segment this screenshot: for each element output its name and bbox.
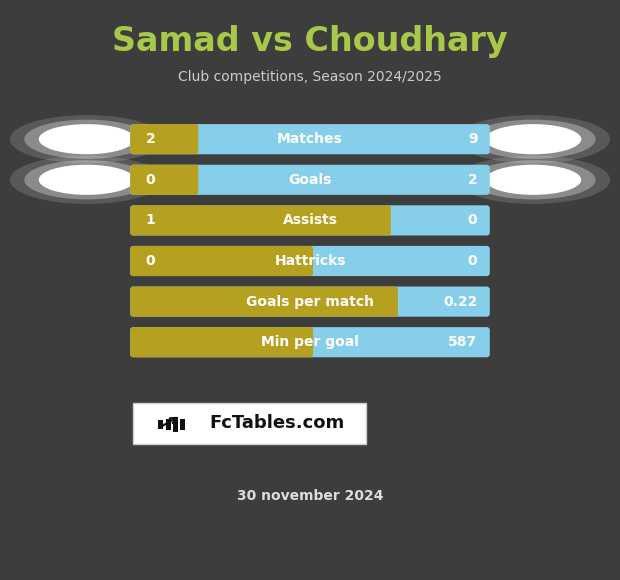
Text: Matches: Matches [277, 132, 343, 146]
FancyBboxPatch shape [158, 420, 163, 429]
FancyBboxPatch shape [130, 246, 313, 276]
FancyBboxPatch shape [173, 418, 178, 432]
FancyBboxPatch shape [130, 124, 490, 154]
Text: Club competitions, Season 2024/2025: Club competitions, Season 2024/2025 [178, 70, 442, 84]
Text: 587: 587 [448, 335, 477, 349]
FancyBboxPatch shape [130, 205, 490, 235]
Ellipse shape [39, 165, 135, 195]
Text: Samad vs Choudhary: Samad vs Choudhary [112, 26, 508, 58]
Ellipse shape [39, 124, 135, 154]
Text: 0: 0 [146, 254, 156, 268]
Text: 0: 0 [146, 173, 156, 187]
Ellipse shape [471, 160, 596, 200]
Text: 9: 9 [467, 132, 477, 146]
Ellipse shape [10, 115, 164, 164]
FancyBboxPatch shape [130, 287, 398, 317]
Ellipse shape [24, 160, 149, 200]
Text: Goals: Goals [288, 173, 332, 187]
FancyBboxPatch shape [130, 165, 490, 195]
Ellipse shape [471, 119, 596, 159]
Text: Min per goal: Min per goal [261, 335, 359, 349]
Ellipse shape [485, 165, 581, 195]
Text: 2: 2 [467, 173, 477, 187]
FancyBboxPatch shape [130, 327, 490, 357]
Text: 0: 0 [467, 213, 477, 227]
FancyBboxPatch shape [180, 419, 185, 430]
Ellipse shape [456, 115, 610, 164]
Text: 2: 2 [146, 132, 156, 146]
Text: 1: 1 [146, 213, 156, 227]
Ellipse shape [456, 155, 610, 204]
FancyBboxPatch shape [130, 327, 313, 357]
FancyBboxPatch shape [130, 124, 198, 154]
FancyBboxPatch shape [133, 403, 366, 444]
Text: 0.22: 0.22 [443, 295, 477, 309]
FancyBboxPatch shape [166, 419, 171, 430]
Ellipse shape [10, 155, 164, 204]
FancyBboxPatch shape [130, 205, 391, 235]
Text: 30 november 2024: 30 november 2024 [237, 489, 383, 503]
FancyBboxPatch shape [130, 165, 198, 195]
Text: Assists: Assists [283, 213, 337, 227]
FancyBboxPatch shape [130, 287, 490, 317]
Ellipse shape [485, 124, 581, 154]
FancyBboxPatch shape [130, 246, 490, 276]
Text: Hattricks: Hattricks [274, 254, 346, 268]
Text: FcTables.com: FcTables.com [210, 414, 345, 433]
Ellipse shape [24, 119, 149, 159]
Text: 0: 0 [467, 254, 477, 268]
Text: Goals per match: Goals per match [246, 295, 374, 309]
